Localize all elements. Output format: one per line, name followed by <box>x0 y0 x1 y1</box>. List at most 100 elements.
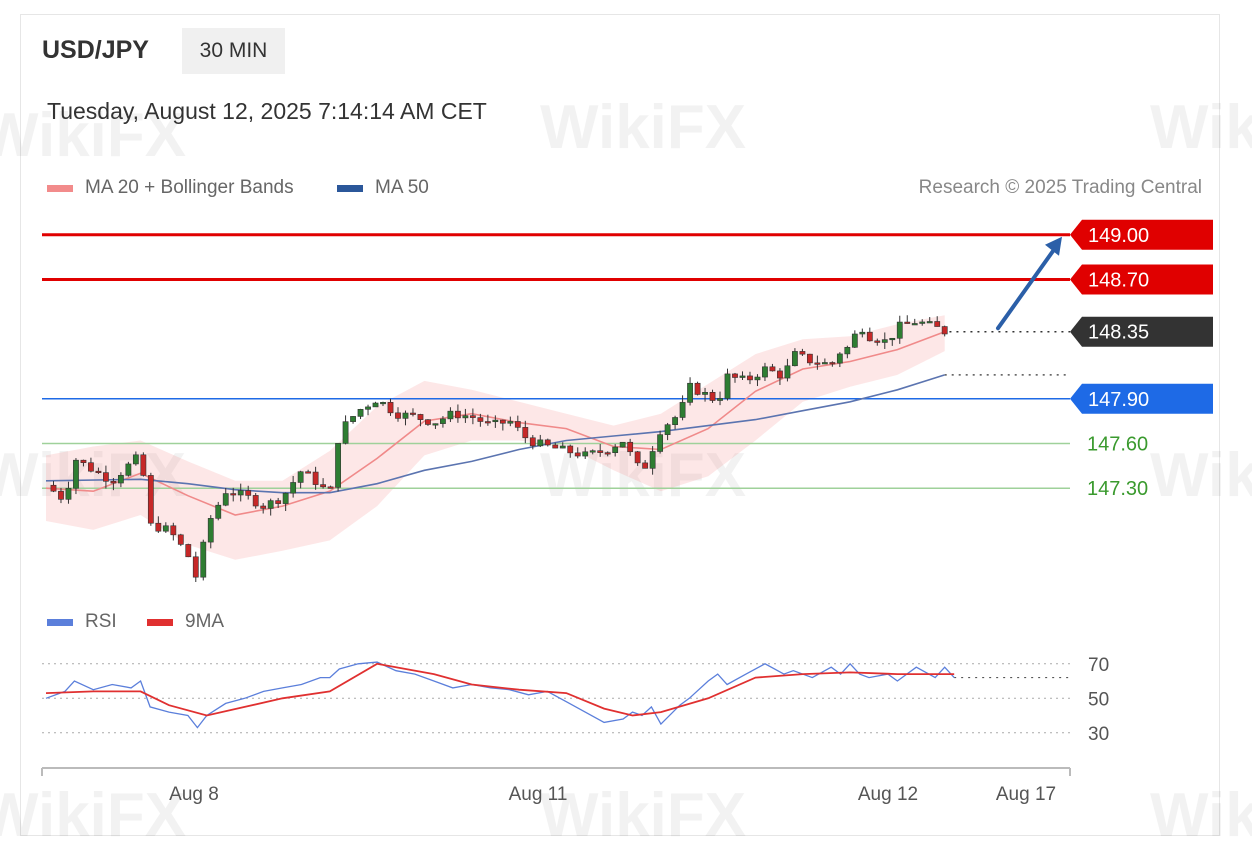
candle <box>155 516 162 533</box>
candle-body <box>881 339 888 343</box>
candle-body <box>492 419 499 423</box>
candle-body <box>170 525 177 536</box>
candle <box>402 410 409 426</box>
candle-body <box>649 451 656 469</box>
candle-body <box>50 484 57 492</box>
candle-body <box>851 333 858 348</box>
candle <box>192 551 199 583</box>
candle-body <box>462 415 469 419</box>
candle <box>881 332 888 349</box>
candle <box>702 387 708 402</box>
candle-body <box>222 493 229 506</box>
legend-label-ma20: MA 20 + Bollinger Bands <box>85 177 294 198</box>
candle <box>447 407 454 423</box>
candle <box>874 338 881 346</box>
candle-body <box>290 482 297 494</box>
candle-body <box>440 418 446 424</box>
candle <box>50 481 57 493</box>
candle-body <box>694 382 701 395</box>
candle <box>604 451 611 457</box>
candle-body <box>230 493 237 496</box>
candle-body <box>522 427 529 439</box>
candle <box>290 475 297 498</box>
candle-body <box>537 439 544 447</box>
legend-swatch-ma50 <box>337 184 363 192</box>
candle-body <box>350 416 356 422</box>
candle-body <box>739 375 746 378</box>
ma50-line <box>45 374 945 494</box>
candle-body <box>529 437 536 447</box>
price-tag-label: 147.60 <box>1087 433 1148 455</box>
candle-body <box>410 412 416 415</box>
candle <box>320 478 326 489</box>
candle-body <box>237 490 244 496</box>
candle <box>132 451 139 466</box>
projection-arrow-head <box>1045 236 1062 256</box>
rsi-tick-label: 70 <box>1088 655 1109 676</box>
candle <box>117 472 124 488</box>
candle <box>432 423 439 429</box>
candle-body <box>627 441 634 453</box>
candle <box>372 401 379 408</box>
candle <box>88 457 94 473</box>
candle-body <box>417 414 424 420</box>
candle-body <box>402 412 409 419</box>
candle <box>574 447 581 459</box>
candle-body <box>103 472 109 482</box>
candle <box>754 374 761 387</box>
candle <box>215 501 222 521</box>
candle <box>65 481 72 504</box>
candle <box>911 318 918 326</box>
candle-body <box>769 366 776 372</box>
candle <box>612 444 619 457</box>
candle-body <box>792 351 798 367</box>
candle-body <box>312 471 319 485</box>
candle-body <box>589 450 596 453</box>
candle <box>522 420 529 444</box>
candle <box>177 533 184 547</box>
candle-body <box>821 362 828 365</box>
timeframe-button[interactable]: 30 MIN <box>182 28 285 74</box>
candle-body <box>919 321 926 324</box>
candle-body <box>58 490 64 500</box>
x-tick-label: Aug 11 <box>509 784 568 805</box>
candle-body <box>829 362 836 365</box>
candle <box>275 497 282 508</box>
candle <box>499 419 506 431</box>
x-tick-label: Aug 8 <box>169 784 219 805</box>
candle-body <box>499 419 506 424</box>
candle <box>350 416 356 424</box>
candle-body <box>425 419 431 425</box>
candle-body <box>162 525 169 532</box>
candle-body <box>552 444 559 449</box>
candle <box>95 467 102 474</box>
watermark: WikiFX <box>540 781 747 850</box>
candle <box>619 441 626 448</box>
price-tag <box>1070 316 1213 347</box>
candle <box>140 452 147 477</box>
candle-body <box>926 321 933 324</box>
candle-body <box>320 484 326 488</box>
candle-body <box>260 505 267 509</box>
candle <box>207 515 214 549</box>
candle <box>799 348 806 357</box>
candle-body <box>73 459 79 489</box>
candle <box>305 469 312 474</box>
candle-body <box>432 423 439 426</box>
candle <box>777 368 783 385</box>
candle <box>559 442 566 449</box>
candle <box>709 389 716 403</box>
candle <box>687 377 693 406</box>
candle <box>514 415 521 432</box>
price-tag-label: 147.90 <box>1088 389 1149 411</box>
chart-card <box>20 14 1220 836</box>
candle <box>410 408 416 417</box>
candle <box>851 330 858 348</box>
candle <box>926 317 933 324</box>
watermark: WikiFX <box>1150 781 1252 850</box>
candle-body <box>597 450 604 453</box>
candle-body <box>709 391 716 401</box>
candle <box>312 466 319 490</box>
candle <box>859 328 866 338</box>
